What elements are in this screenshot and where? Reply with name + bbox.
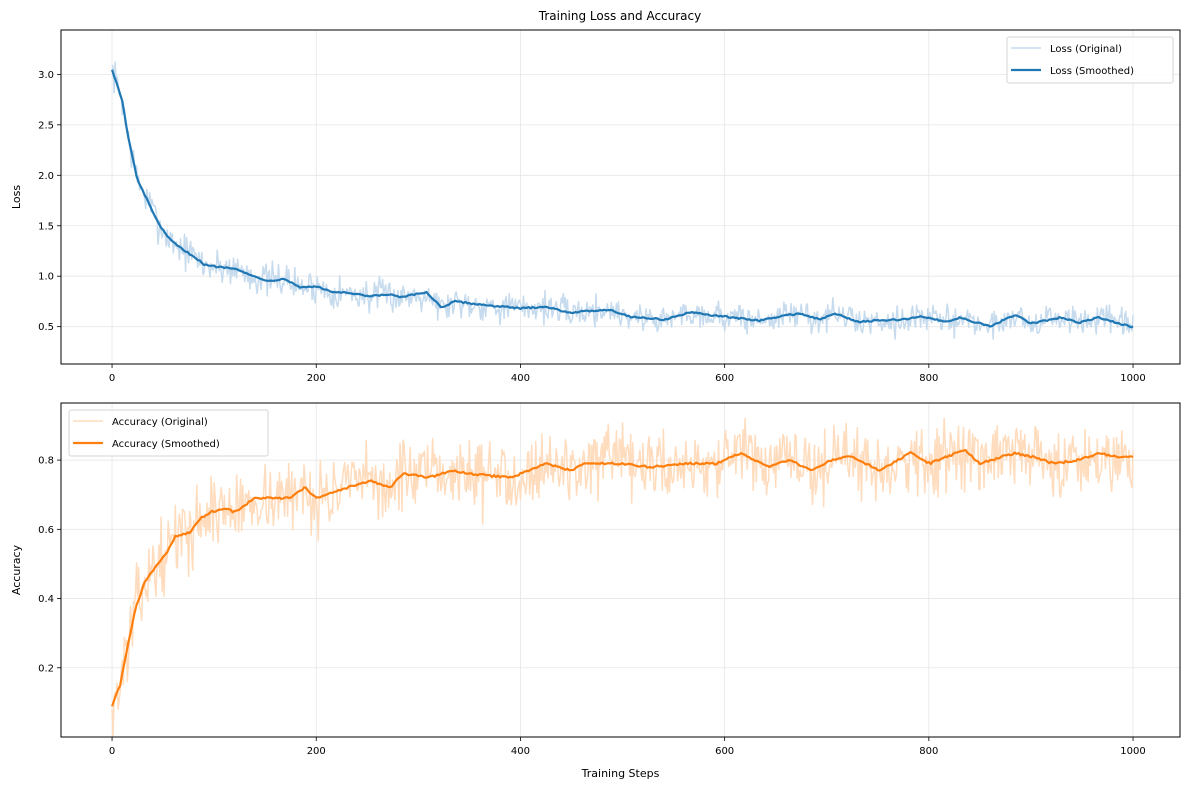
accuracy-x-tick-label: 0 [109,746,115,757]
loss-legend-smoothed-label: Loss (Smoothed) [1050,66,1134,77]
loss-grid [61,30,1180,364]
loss-axes-frame [60,29,1181,365]
loss-y-tick-label: 3.0 [38,70,54,81]
loss-y-tick-label: 0.5 [38,322,54,333]
loss-smoothed-line [110,69,1134,329]
accuracy-y-tick-label: 0.2 [38,663,54,674]
accuracy-y-tick-label: 0.4 [38,594,54,605]
loss-x-tick-label: 0 [109,373,115,384]
accuracy-original-line [111,417,1134,737]
accuracy-x-tick-label: 800 [919,746,938,757]
accuracy-axes-frame [60,402,1181,738]
accuracy-y-tick-label: 0.6 [38,525,54,536]
x-axis-label: Training Steps [581,767,660,780]
loss-x-tick-label: 600 [715,373,734,384]
accuracy-ticks: 0 200 400 600 800 1000 0.2 0.4 0.6 0.8 [38,456,1146,757]
accuracy-x-tick-label: 400 [511,746,530,757]
loss-x-tick-label: 200 [307,373,326,384]
loss-legend-original-label: Loss (Original) [1050,44,1122,55]
loss-y-tick-label: 1.5 [38,221,54,232]
loss-legend: Loss (Original) Loss (Smoothed) [1006,36,1174,84]
loss-y-axis-label: Loss [10,185,23,209]
loss-x-tick-label: 400 [511,373,530,384]
accuracy-legend-original-label: Accuracy (Original) [112,417,208,428]
accuracy-panel: 0 200 400 600 800 1000 0.2 0.4 0.6 0.8 Accuracy T… [10,402,1181,780]
accuracy-legend-smoothed-label: Accuracy (Smoothed) [112,439,220,450]
chart-title: Training Loss and Accuracy [538,9,701,23]
accuracy-x-tick-label: 1000 [1120,746,1145,757]
loss-original-series [111,61,1134,340]
loss-ticks: 0 200 400 600 800 1000 0.5 1.0 1.5 2.0 2.5 3.0 [38,70,1146,384]
accuracy-y-axis-label: Accuracy [10,544,23,595]
loss-smoothed-series [110,69,1134,329]
loss-y-tick-label: 2.0 [38,171,54,182]
loss-x-tick-label: 800 [919,373,938,384]
accuracy-smoothed-line [111,448,1134,707]
loss-panel: 0 200 400 600 800 1000 0.5 1.0 1.5 2.0 2.5 3.0 Loss… [10,29,1181,384]
accuracy-x-tick-label: 600 [715,746,734,757]
loss-y-tick-label: 2.5 [38,120,54,131]
loss-original-line [111,61,1134,340]
loss-y-tick-label: 1.0 [38,272,54,283]
accuracy-legend: Accuracy (Original) Accuracy (Smoothed) [68,409,269,457]
loss-legend-box [1006,36,1174,84]
accuracy-x-tick-label: 200 [307,746,326,757]
accuracy-smoothed-series [111,448,1134,707]
loss-x-tick-label: 1000 [1120,373,1145,384]
accuracy-original-series [111,417,1134,737]
accuracy-grid [61,403,1180,737]
accuracy-y-tick-label: 0.8 [38,456,54,467]
accuracy-legend-box [68,409,269,457]
